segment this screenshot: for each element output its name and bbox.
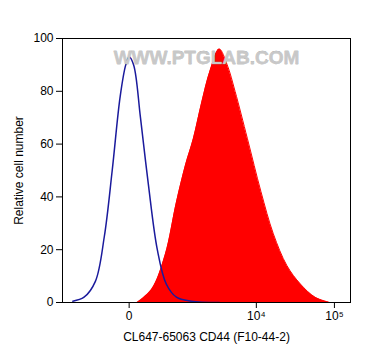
svg-text:40: 40: [40, 190, 54, 204]
svg-text:80: 80: [40, 84, 54, 98]
svg-text:10⁵: 10⁵: [325, 309, 343, 323]
svg-text:20: 20: [40, 243, 54, 257]
svg-text:WWW.PTGLAB.COM: WWW.PTGLAB.COM: [114, 47, 300, 68]
svg-text:0: 0: [126, 309, 133, 323]
svg-text:100: 100: [33, 31, 53, 45]
svg-text:60: 60: [40, 137, 54, 151]
svg-text:Relative cell number: Relative cell number: [12, 116, 26, 225]
svg-text:10⁴: 10⁴: [247, 309, 266, 323]
svg-text:CL647-65063 CD44 (F10-44-2): CL647-65063 CD44 (F10-44-2): [123, 330, 290, 344]
svg-text:0: 0: [47, 295, 54, 309]
